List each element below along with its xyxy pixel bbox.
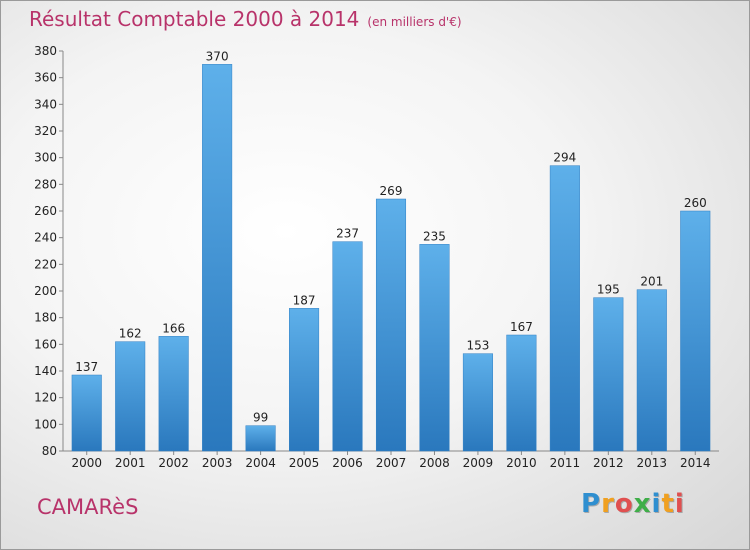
bar: [245, 425, 276, 452]
bar: [71, 374, 102, 452]
bar: [636, 289, 667, 452]
commune-name: CAMARèS: [37, 495, 139, 519]
x-tick-label: 2013: [637, 456, 668, 470]
bar: [115, 341, 146, 452]
bar-value-label: 370: [206, 49, 229, 63]
y-tick-label: 300: [34, 151, 57, 165]
bar: [549, 165, 580, 452]
y-tick-label: 140: [34, 364, 57, 378]
bar-value-label: 201: [640, 275, 663, 289]
x-tick-label: 2005: [289, 456, 320, 470]
chart-value-labels: 137 162 166 370 99 187 237 269 235 153 167 294 195 20…: [75, 49, 706, 424]
y-tick-label: 280: [34, 177, 57, 191]
y-tick-label: 80: [42, 444, 57, 458]
bar: [375, 198, 407, 452]
bar: [680, 210, 711, 452]
x-tick-label: 2000: [71, 456, 102, 470]
bar: [506, 334, 537, 452]
logo-letter: P: [581, 489, 602, 519]
chart-title: Résultat Comptable 2000 à 2014 (en millie…: [29, 7, 462, 31]
bar: [462, 353, 493, 452]
x-tick-label: 2002: [158, 456, 189, 470]
y-tick-label: 100: [34, 417, 57, 431]
logo-letter: i: [651, 489, 662, 519]
x-tick-label: 2004: [245, 456, 276, 470]
x-tick-label: 2012: [593, 456, 624, 470]
proxiti-logo: Proxiti: [581, 489, 685, 519]
bar: [593, 297, 624, 452]
y-tick-label: 320: [34, 124, 57, 138]
chart-axes: 80 100 120 140 160 180 200 220 240 260 280 300 320 34…: [34, 44, 719, 470]
x-tick-label: 2014: [680, 456, 711, 470]
y-tick-label: 200: [34, 284, 57, 298]
bar: [332, 241, 363, 452]
y-tick-label: 120: [34, 391, 57, 405]
logo-letter: x: [633, 489, 652, 519]
y-tick-label: 220: [34, 257, 57, 271]
bar-value-label: 294: [553, 151, 576, 165]
y-tick-label: 380: [34, 44, 57, 58]
chart-subtitle: (en milliers d'€): [367, 15, 462, 29]
chart-bars: [71, 64, 711, 452]
x-tick-label: 2006: [332, 456, 363, 470]
x-tick-label: 2007: [376, 456, 407, 470]
y-tick-label: 260: [34, 204, 57, 218]
y-tick-label: 180: [34, 311, 57, 325]
bar-value-label: 237: [336, 227, 359, 241]
logo-letter: i: [674, 489, 685, 519]
chart-title-text: Résultat Comptable 2000 à 2014: [29, 7, 360, 31]
bar-value-label: 137: [75, 360, 98, 374]
y-tick-label: 360: [34, 71, 57, 85]
x-tick-label: 2001: [115, 456, 146, 470]
bar-value-label: 187: [293, 293, 316, 307]
y-tick-label: 240: [34, 231, 57, 245]
logo-letter: o: [614, 489, 634, 519]
bar-value-label: 162: [119, 327, 142, 341]
logo-letter: r: [601, 489, 615, 519]
bar: [419, 244, 450, 452]
bar-value-label: 260: [684, 196, 707, 210]
y-tick-label: 340: [34, 97, 57, 111]
bar-value-label: 269: [380, 184, 403, 198]
bar: [289, 308, 320, 452]
x-tick-label: 2008: [419, 456, 450, 470]
bar-value-label: 195: [597, 283, 620, 297]
x-tick-label: 2010: [506, 456, 537, 470]
logo-letter: t: [661, 489, 675, 519]
bar: [158, 336, 189, 452]
x-tick-label: 2003: [202, 456, 233, 470]
x-tick-label: 2011: [550, 456, 581, 470]
bar: [202, 64, 233, 452]
bar-value-label: 235: [423, 229, 446, 243]
bar-value-label: 153: [466, 339, 489, 353]
y-tick-label: 160: [34, 337, 57, 351]
bar-value-label: 166: [162, 321, 185, 335]
bar-value-label: 167: [510, 320, 533, 334]
x-tick-label: 2009: [463, 456, 494, 470]
bar-value-label: 99: [253, 411, 268, 425]
